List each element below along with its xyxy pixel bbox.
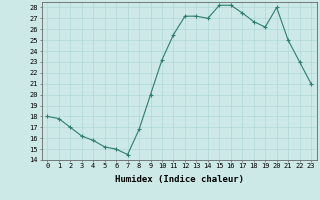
- X-axis label: Humidex (Indice chaleur): Humidex (Indice chaleur): [115, 175, 244, 184]
